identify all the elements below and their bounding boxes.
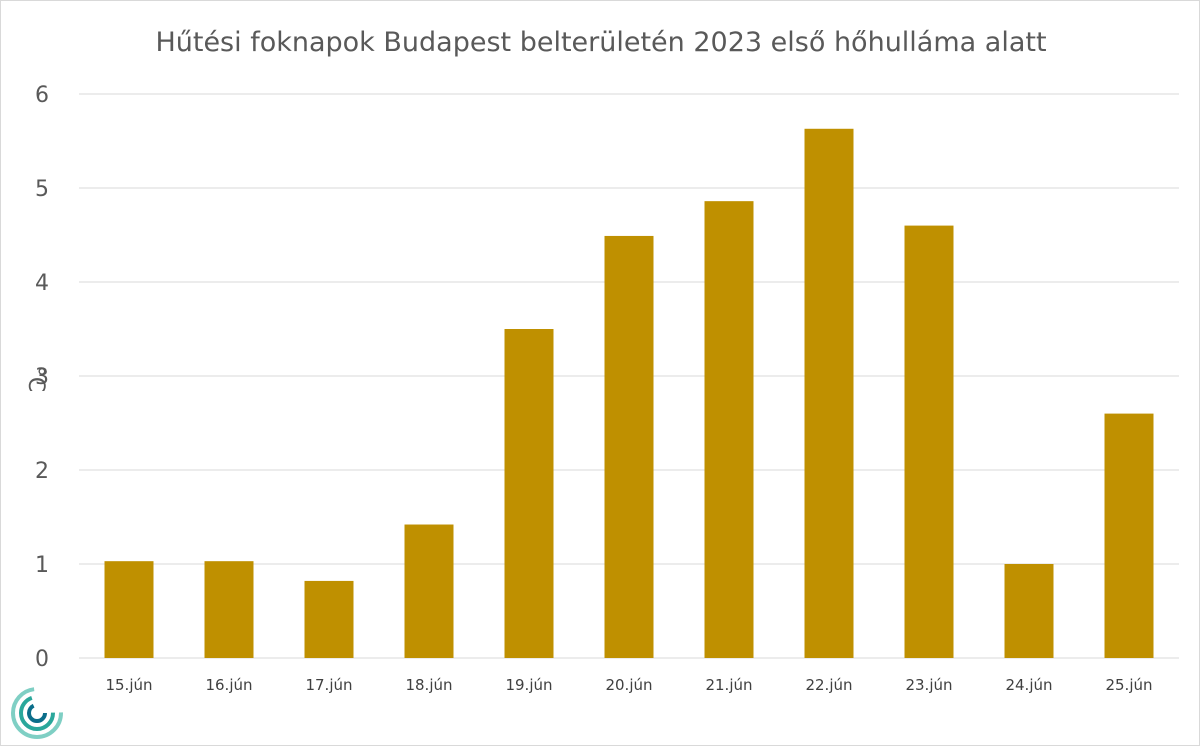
y-axis-label: °C bbox=[23, 366, 48, 392]
x-tick-label: 25.jún bbox=[1105, 676, 1152, 694]
bar bbox=[804, 128, 854, 658]
bar bbox=[404, 524, 454, 658]
y-tick-label: 2 bbox=[35, 459, 49, 484]
y-tick-label: 3 bbox=[35, 365, 49, 390]
bar bbox=[1004, 564, 1054, 658]
x-tick-label: 22.jún bbox=[805, 676, 852, 694]
x-tick-label: 18.jún bbox=[405, 676, 452, 694]
x-tick-label: 24.jún bbox=[1005, 676, 1052, 694]
x-tick-label: 17.jún bbox=[305, 676, 352, 694]
spiral-logo-icon bbox=[11, 687, 63, 739]
bar bbox=[204, 561, 254, 658]
y-tick-label: 0 bbox=[35, 647, 49, 672]
logo-ring-outer bbox=[11, 687, 63, 739]
x-tick-label: 15.jún bbox=[105, 676, 152, 694]
logo-ring-inner bbox=[27, 703, 47, 723]
bar bbox=[1104, 413, 1154, 658]
bar bbox=[904, 225, 954, 658]
bar bbox=[604, 235, 654, 658]
logo-ring-middle bbox=[19, 695, 55, 731]
y-tick-label: 1 bbox=[35, 553, 49, 578]
bar bbox=[504, 329, 554, 658]
y-axis-ticks: 0 1 2 3 4 5 6 bbox=[35, 83, 49, 672]
x-tick-label: 23.jún bbox=[905, 676, 952, 694]
y-tick-label: 5 bbox=[35, 177, 49, 202]
x-tick-label: 16.jún bbox=[205, 676, 252, 694]
x-tick-label: 20.jún bbox=[605, 676, 652, 694]
y-tick-label: 4 bbox=[35, 271, 49, 296]
x-tick-label: 19.jún bbox=[505, 676, 552, 694]
bars bbox=[104, 128, 1154, 658]
bar bbox=[704, 201, 754, 658]
x-axis-ticks: 15.jún 16.jún 17.jún 18.jún 19.jún 20.jún 21.j… bbox=[105, 676, 1152, 694]
x-tick-label: 21.jún bbox=[705, 676, 752, 694]
bar bbox=[304, 580, 354, 658]
y-tick-label: 6 bbox=[35, 83, 49, 108]
chart-title: Hűtési foknapok Budapest belterületén 20… bbox=[155, 27, 1046, 58]
bar bbox=[104, 561, 154, 658]
